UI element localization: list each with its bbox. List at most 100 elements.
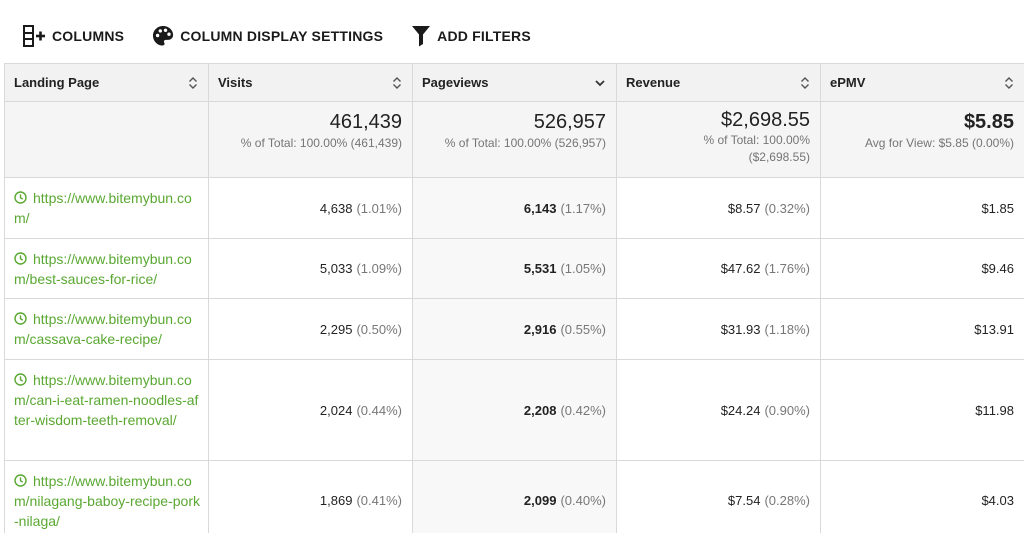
pageviews-value: 6,143 xyxy=(523,200,557,216)
pageviews-percent: (0.55%) xyxy=(560,321,606,337)
revenue-cell: $24.24 (0.90%) xyxy=(617,360,821,460)
landing-page-url: https://www.bitemybun.com/best-sauces-fo… xyxy=(14,251,192,287)
column-header-label: Revenue xyxy=(626,75,681,90)
epmv-cell: $11.98 xyxy=(821,360,1024,460)
visits-value: 2,024 xyxy=(319,402,353,418)
column-header-pageviews[interactable]: Pageviews xyxy=(413,64,617,101)
table-row: https://www.bitemybun.com/can-i-eat-rame… xyxy=(5,360,1024,461)
landing-page-cell: https://www.bitemybun.com/nilagang-baboy… xyxy=(5,461,209,533)
filter-icon xyxy=(412,26,431,47)
landing-page-url: https://www.bitemybun.com/can-i-eat-rame… xyxy=(14,372,199,428)
add-filters-button[interactable]: ADD FILTERS xyxy=(411,25,531,47)
sort-icon[interactable] xyxy=(392,76,402,90)
revenue-percent: (0.28%) xyxy=(764,493,810,508)
epmv-cell: $4.03 xyxy=(821,461,1024,533)
sort-descending-icon[interactable] xyxy=(594,76,606,90)
epmv-value: $9.46 xyxy=(981,261,1014,276)
revenue-value: $47.62 xyxy=(720,261,761,276)
column-display-settings-button[interactable]: COLUMN DISPLAY SETTINGS xyxy=(152,25,383,47)
column-header-landing-page[interactable]: Landing Page xyxy=(5,64,209,101)
column-header-label: Visits xyxy=(218,75,253,90)
revenue-percent: (1.18%) xyxy=(764,321,810,337)
visits-value: 4,638 xyxy=(319,200,353,216)
revenue-cell: $47.62 (1.76%) xyxy=(617,239,821,298)
landing-page-link[interactable]: https://www.bitemybun.com/can-i-eat-rame… xyxy=(14,370,200,430)
totals-row: 461,439 % of Total: 100.00% (461,439) 52… xyxy=(5,102,1024,178)
pageviews-cell: 2,099 (0.40%) xyxy=(413,461,617,533)
add-filters-label: ADD FILTERS xyxy=(437,28,531,44)
revenue-cell: $8.57 (0.32%) xyxy=(617,178,821,238)
landing-page-cell: https://www.bitemybun.com/best-sauces-fo… xyxy=(5,239,209,298)
totals-cell-epmv: $5.85 Avg for View: $5.85 (0.00%) xyxy=(821,102,1024,177)
total-value: $2,698.55 xyxy=(721,109,810,131)
toolbar: COLUMNS COLUMN DISPLAY SETTINGS ADD FILT… xyxy=(0,0,1024,64)
report-table: Landing Page Visits Pageviews Revenue eP… xyxy=(4,63,1024,533)
pageviews-value: 2,208 xyxy=(523,402,557,418)
total-subtext: % of Total: 100.00% (461,439) xyxy=(240,136,402,150)
revenue-value: $7.54 xyxy=(727,493,761,508)
landing-page-link[interactable]: https://www.bitemybun.com/cassava-cake-r… xyxy=(14,309,200,349)
epmv-cell: $13.91 xyxy=(821,299,1024,359)
revenue-value: $8.57 xyxy=(727,200,761,216)
totals-cell-revenue: $2,698.55 % of Total: 100.00% ($2,698.55… xyxy=(617,102,821,177)
pageviews-percent: (1.17%) xyxy=(560,200,606,216)
clock-icon xyxy=(14,312,27,325)
pageviews-value: 5,531 xyxy=(523,261,557,276)
landing-page-url: https://www.bitemybun.com/ xyxy=(14,190,192,226)
add-columns-button[interactable]: COLUMNS xyxy=(22,24,124,48)
revenue-percent: (0.90%) xyxy=(764,402,810,418)
epmv-cell: $9.46 xyxy=(821,239,1024,298)
add-columns-icon xyxy=(23,25,45,47)
sort-icon[interactable] xyxy=(1004,76,1014,90)
visits-cell: 4,638 (1.01%) xyxy=(209,178,413,238)
column-header-label: Pageviews xyxy=(422,75,489,90)
pageviews-value: 2,099 xyxy=(523,493,557,508)
total-value: 526,957 xyxy=(533,111,606,133)
visits-value: 1,869 xyxy=(319,493,353,508)
sort-icon[interactable] xyxy=(800,76,810,90)
table-row: https://www.bitemybun.com/ 4,638 (1.01%) … xyxy=(5,178,1024,239)
column-display-settings-label: COLUMN DISPLAY SETTINGS xyxy=(180,28,384,44)
visits-percent: (0.44%) xyxy=(356,402,402,418)
visits-cell: 2,295 (0.50%) xyxy=(209,299,413,359)
column-header-label: Landing Page xyxy=(14,75,100,90)
epmv-value: $1.85 xyxy=(981,200,1014,216)
landing-page-link[interactable]: https://www.bitemybun.com/best-sauces-fo… xyxy=(14,249,200,289)
landing-page-link[interactable]: https://www.bitemybun.com/nilagang-baboy… xyxy=(14,471,200,531)
epmv-value: $13.91 xyxy=(974,321,1014,337)
landing-page-cell: https://www.bitemybun.com/ xyxy=(5,178,209,238)
column-header-label: ePMV xyxy=(830,75,866,90)
visits-cell: 5,033 (1.09%) xyxy=(209,239,413,298)
add-columns-label: COLUMNS xyxy=(52,28,125,44)
column-header-visits[interactable]: Visits xyxy=(209,64,413,101)
pageviews-cell: 5,531 (1.05%) xyxy=(413,239,617,298)
column-header-revenue[interactable]: Revenue xyxy=(617,64,821,101)
revenue-cell: $7.54 (0.28%) xyxy=(617,461,821,533)
visits-percent: (1.01%) xyxy=(356,200,402,216)
visits-cell: 2,024 (0.44%) xyxy=(209,360,413,460)
column-header-epmv[interactable]: ePMV xyxy=(821,64,1024,101)
table-row: https://www.bitemybun.com/best-sauces-fo… xyxy=(5,239,1024,299)
clock-icon xyxy=(14,474,27,487)
pageviews-value: 2,916 xyxy=(523,321,557,337)
clock-icon xyxy=(14,252,27,265)
visits-cell: 1,869 (0.41%) xyxy=(209,461,413,533)
pageviews-percent: (0.42%) xyxy=(560,402,606,418)
landing-page-cell: https://www.bitemybun.com/cassava-cake-r… xyxy=(5,299,209,359)
landing-page-link[interactable]: https://www.bitemybun.com/ xyxy=(14,188,200,228)
visits-value: 5,033 xyxy=(319,261,353,276)
revenue-percent: (0.32%) xyxy=(764,200,810,216)
pageviews-percent: (0.40%) xyxy=(560,493,606,508)
palette-icon xyxy=(153,26,174,46)
total-value: $5.85 xyxy=(963,111,1014,133)
pageviews-cell: 2,208 (0.42%) xyxy=(413,360,617,460)
pageviews-cell: 6,143 (1.17%) xyxy=(413,178,617,238)
pageviews-cell: 2,916 (0.55%) xyxy=(413,299,617,359)
sort-icon[interactable] xyxy=(188,76,198,90)
revenue-value: $24.24 xyxy=(720,402,761,418)
table-row: https://www.bitemybun.com/cassava-cake-r… xyxy=(5,299,1024,360)
visits-percent: (1.09%) xyxy=(356,261,402,276)
revenue-percent: (1.76%) xyxy=(764,261,810,276)
epmv-value: $4.03 xyxy=(981,493,1014,508)
clock-icon xyxy=(14,373,27,386)
